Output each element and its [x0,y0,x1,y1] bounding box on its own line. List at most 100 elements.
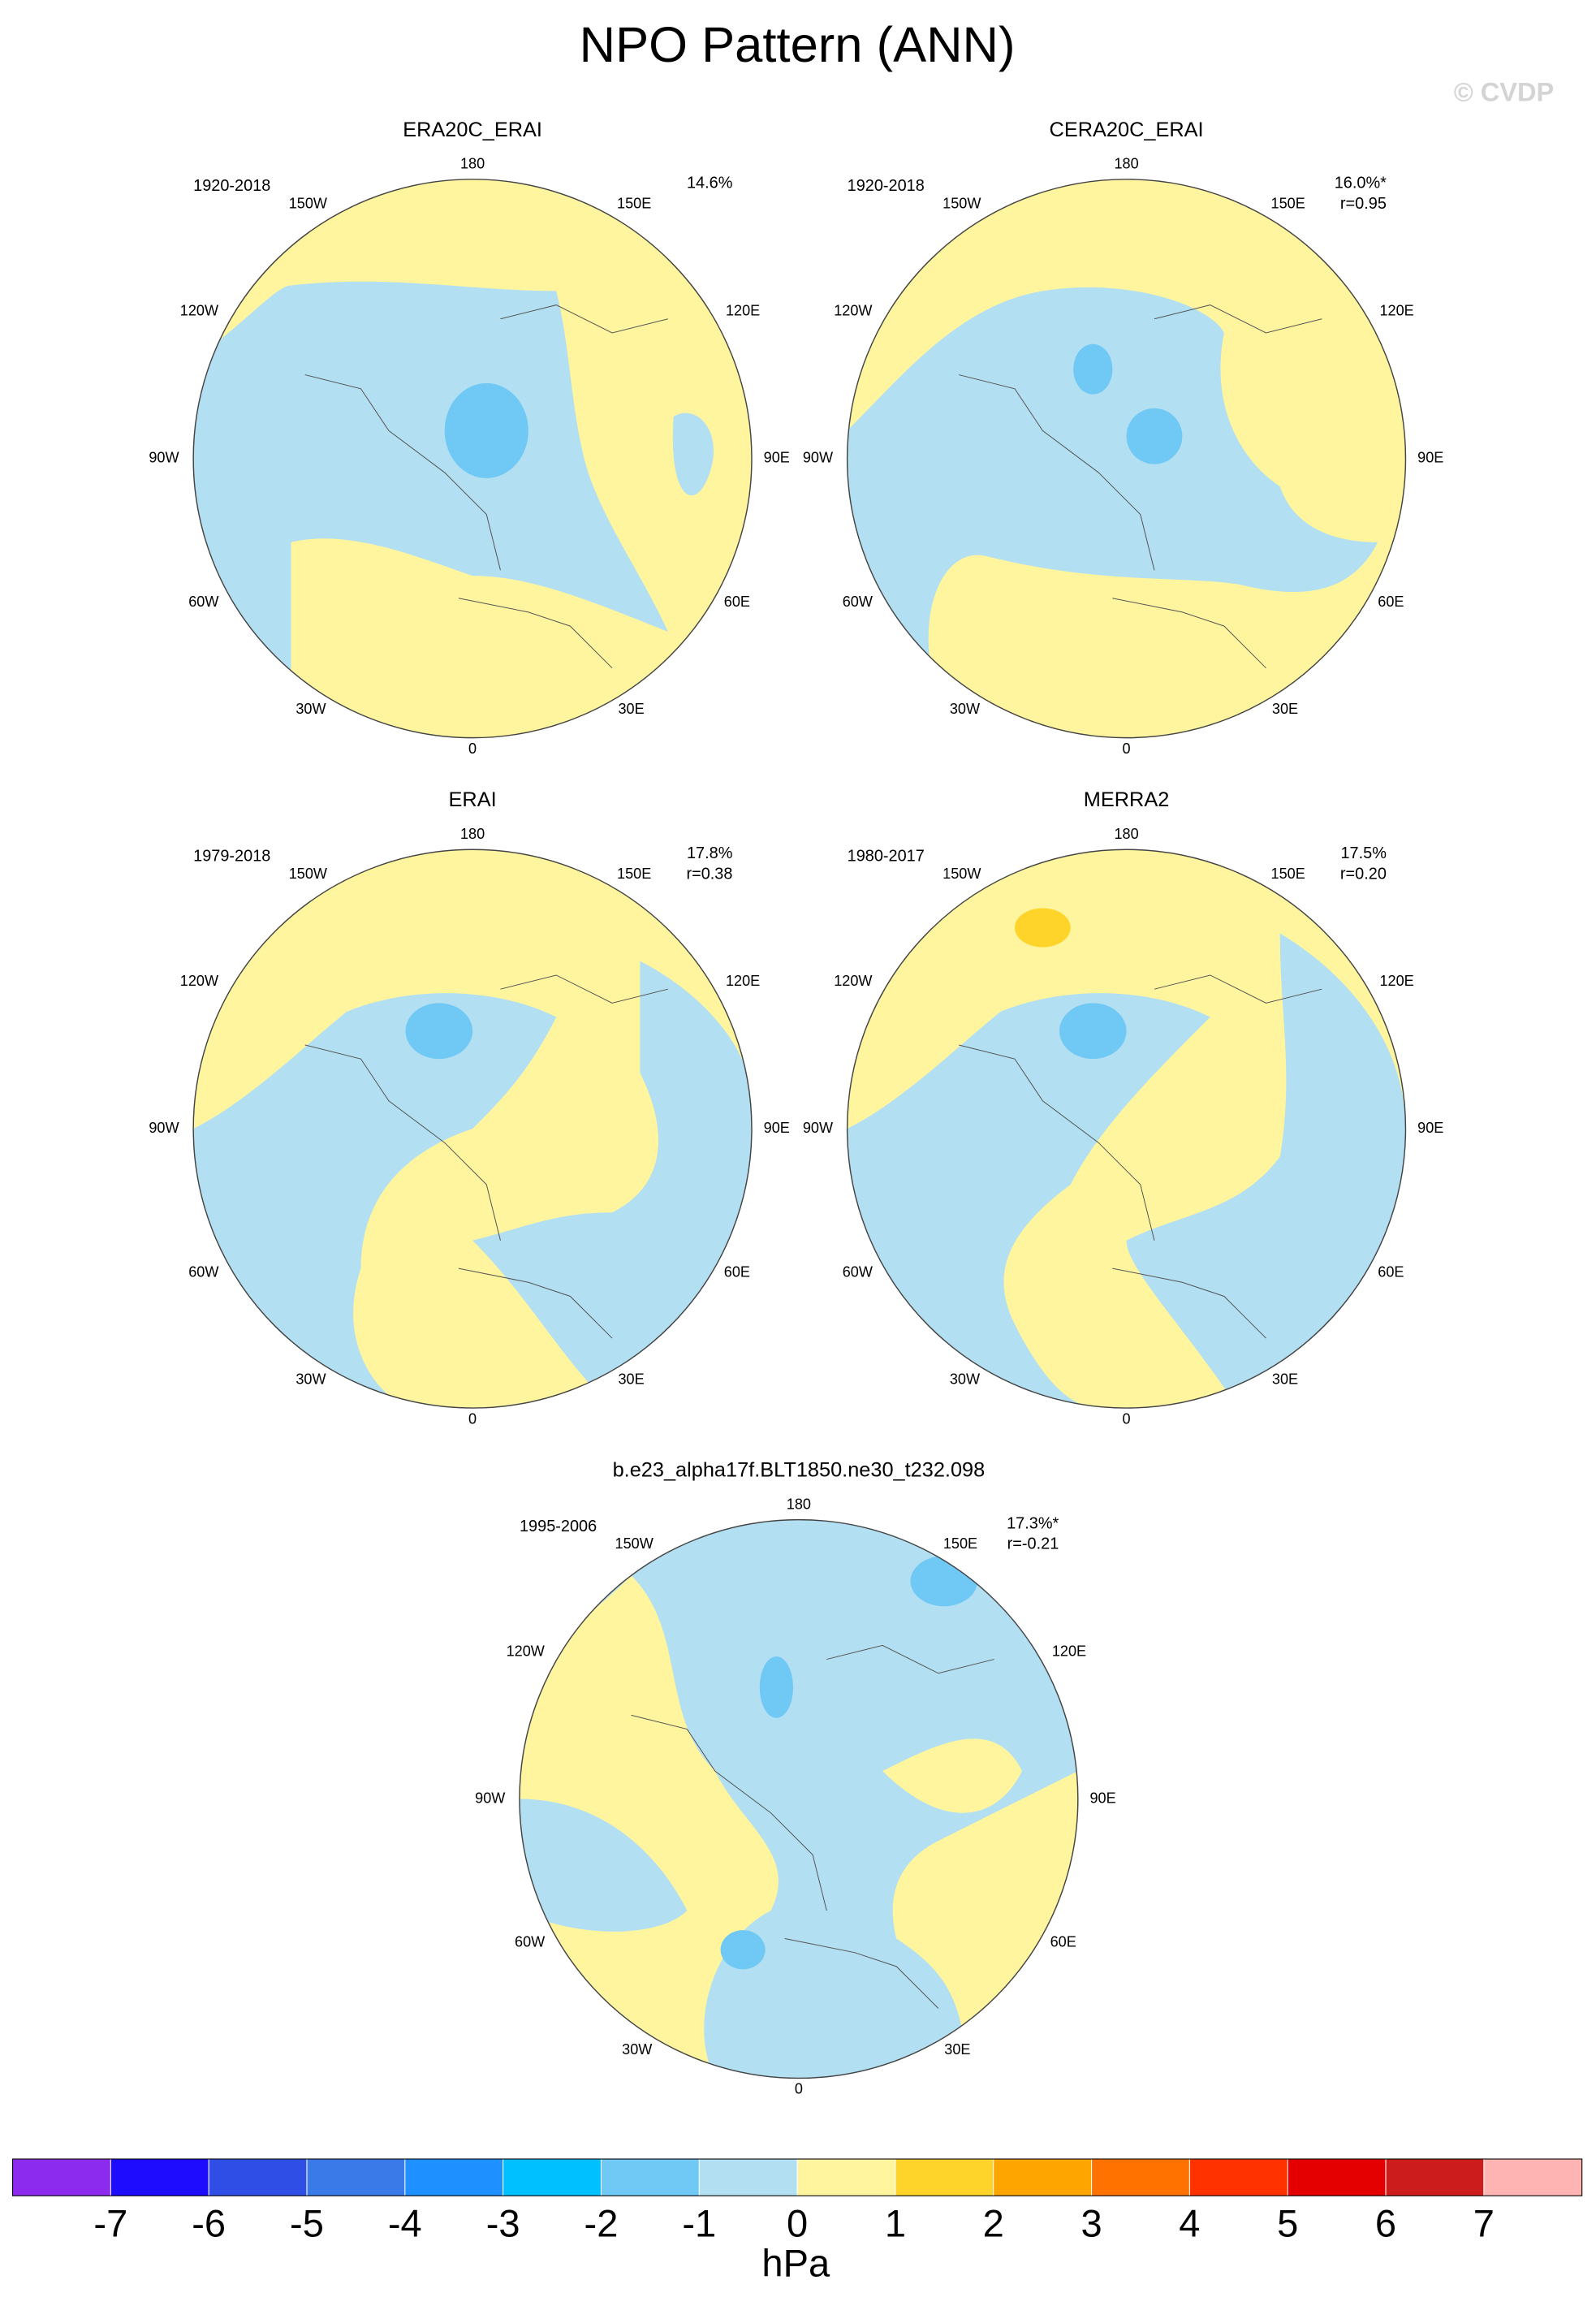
longitude-label: 120E [726,303,760,319]
anomaly-region [1014,908,1071,948]
longitude-label: 60E [1050,1934,1076,1950]
longitude-label: 120W [507,1643,546,1659]
map-disc [847,179,1406,738]
map-disc [193,179,752,738]
panel-title: ERA20C_ERAI [403,119,542,141]
colorbar-tick-label: 1 [885,2202,906,2245]
panel-title: b.e23_alpha17f.BLT1850.ne30_t232.098 [613,1459,986,1482]
colorbar-unit: hPa [761,2242,830,2285]
map-border [192,179,753,739]
anomaly-region [720,1930,766,1970]
colorbar-box [1189,2158,1288,2196]
colorbar-box [1091,2158,1190,2196]
colorbar-tick-label: 0 [787,2202,808,2245]
longitude-label: 30E [1272,701,1298,717]
longitude-label: 150E [617,195,651,211]
map-border [846,849,1407,1409]
anomaly-region [882,1738,1023,1813]
anomaly-region [1073,343,1113,395]
colorbar-tick-label: -1 [682,2202,716,2245]
colorbar-frame [11,2158,1583,2196]
longitude-label: 30W [295,1371,326,1387]
anomaly-region [1126,933,1406,1409]
longitude-label: 120E [1379,303,1413,319]
coastline [959,305,1322,668]
coastline [632,1645,994,2008]
longitude-label: 60W [843,1263,873,1280]
colorbar-box [699,2158,798,2196]
longitude-label: 120E [1052,1643,1086,1659]
colorbar-tick-label: 2 [983,2202,1004,2245]
correlation: r=0.20 [1340,865,1387,883]
longitude-label: 120W [834,973,873,989]
anomaly-region [1059,1003,1127,1060]
anomaly-region [519,1799,688,1932]
longitude-label: 90W [475,1790,506,1806]
copyright: © CVDP [1454,77,1555,106]
correlation: r=0.95 [1340,195,1387,213]
longitude-label: 0 [1123,1410,1131,1427]
longitude-label: 150E [617,866,651,882]
anomaly-region [519,1519,1078,2079]
longitude-label: 60E [1378,1263,1404,1280]
longitude-label: 180 [460,156,485,172]
colorbar-box [1483,2158,1583,2196]
longitude-label: 120W [180,303,219,319]
longitude-label: 150E [1271,866,1305,882]
longitude-label: 120W [180,973,219,989]
colorbar-box [601,2158,700,2196]
longitude-label: 30E [1272,1371,1298,1387]
panels: ERA20C_ERAI 1920-2018 14.6% 180 150E 120E 90E 6… [149,119,1443,2097]
anomaly-region [1126,408,1183,464]
map-disc [519,1519,1078,2079]
anomaly-region [193,281,668,682]
map-panel: ERA20C_ERAI 1920-2018 14.6% 180 150E 120E 90E 6… [149,119,790,757]
colorbar-box [895,2158,994,2196]
colorbar: -7 -6 -5 -4 -3 -2 -1 0 1 2 3 4 5 6 7 hPa [11,2158,1583,2285]
anomaly-region [672,412,714,496]
longitude-label: 150W [615,1535,654,1552]
period: 1980-2017 [848,848,925,866]
longitude-label: 0 [468,741,477,757]
colorbar-box [110,2158,209,2196]
anomaly-region [759,1656,794,1718]
map-border [846,179,1407,739]
colorbar-box [993,2158,1093,2196]
period: 1920-2018 [193,177,270,195]
longitude-label: 120W [834,303,873,319]
colorbar-tick-label: 3 [1081,2202,1102,2245]
longitude-label: 30E [618,1371,644,1387]
colorbar-box [12,2158,111,2196]
colorbar-box [404,2158,504,2196]
colorbar-box [306,2158,406,2196]
variance: 17.3%* [1007,1514,1059,1532]
colorbar-box [797,2158,896,2196]
longitude-label: 30E [944,2041,970,2058]
anomaly-region [847,993,1210,1409]
longitude-label: 90W [149,450,179,466]
longitude-label: 0 [1123,741,1131,757]
longitude-label: 60W [515,1934,546,1950]
coastline [959,975,1322,1338]
longitude-label: 90W [803,1120,834,1136]
longitude-label: 90W [149,1120,179,1136]
longitude-label: 150E [1271,195,1305,211]
colorbar-box [1386,2158,1485,2196]
longitude-label: 60W [843,594,873,610]
anomaly-region [405,1003,473,1060]
period: 1979-2018 [193,848,270,866]
variance: 14.6% [687,175,732,192]
period: 1995-2006 [520,1518,597,1535]
map-panel: ERAI 1979-2018 17.8% r=0.38 180 150E 120E 90E 60… [149,788,790,1427]
longitude-label: 150E [943,1535,977,1552]
correlation: r=0.38 [686,865,732,883]
longitude-label: 180 [1114,156,1138,172]
colorbar-tick-label: -2 [584,2202,619,2245]
anomaly-region [472,961,752,1409]
panel-title: ERAI [449,788,497,811]
colorbar-tick-label: 5 [1277,2202,1298,2245]
longitude-label: 150W [943,866,981,882]
colorbar-tick-label: -7 [93,2202,127,2245]
